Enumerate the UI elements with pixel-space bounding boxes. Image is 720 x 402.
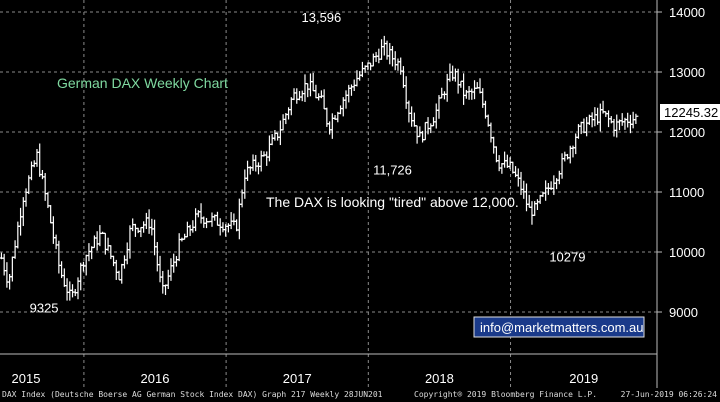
last-price-box: 12245.32 bbox=[660, 104, 720, 120]
annotation-text: The DAX is looking "tired" above 12,000. bbox=[266, 194, 519, 210]
y-tick-label: 11000 bbox=[669, 185, 704, 200]
y-tick-label: 14000 bbox=[669, 5, 705, 20]
contact-email: info@marketmatters.com.au bbox=[480, 320, 643, 335]
grid-lines bbox=[0, 0, 657, 388]
contact-box: info@marketmatters.com.au bbox=[473, 316, 645, 338]
y-tick-label: 12000 bbox=[669, 125, 705, 140]
year-label: 2015 bbox=[12, 371, 41, 386]
ohlc-bars bbox=[0, 35, 639, 301]
last-price-label: 12245.32 bbox=[664, 105, 718, 120]
year-label: 2018 bbox=[425, 371, 454, 386]
price-label: 9325 bbox=[30, 301, 59, 316]
year-label: 2016 bbox=[141, 371, 170, 386]
footer-copyright: Copyright® 2019 Bloomberg Finance L.P. bbox=[414, 390, 598, 399]
y-tick-label: 10000 bbox=[669, 245, 705, 260]
price-label: 11,726 bbox=[373, 162, 412, 177]
year-label: 2017 bbox=[283, 371, 312, 386]
price-label: 13,596 bbox=[302, 10, 342, 25]
footer-bar: DAX Index (Deutsche Boerse AG German Sto… bbox=[0, 388, 720, 402]
footer-source: DAX Index (Deutsche Boerse AG German Sto… bbox=[2, 390, 383, 399]
y-tick-label: 9000 bbox=[669, 305, 698, 320]
y-tick-label: 13000 bbox=[669, 65, 705, 80]
price-label: 10279 bbox=[549, 249, 585, 264]
footer-timestamp: 27-Jun-2019 06:26:24 bbox=[620, 390, 717, 399]
price-labels: 13,596 11,726 9325 10279 bbox=[30, 10, 586, 315]
y-axis: 9000 10000 11000 12000 13000 14000 bbox=[657, 5, 705, 320]
year-label: 2019 bbox=[569, 371, 598, 386]
chart-title: German DAX Weekly Chart bbox=[57, 75, 228, 91]
x-axis: 2015 2016 2017 2018 2019 bbox=[12, 371, 599, 386]
